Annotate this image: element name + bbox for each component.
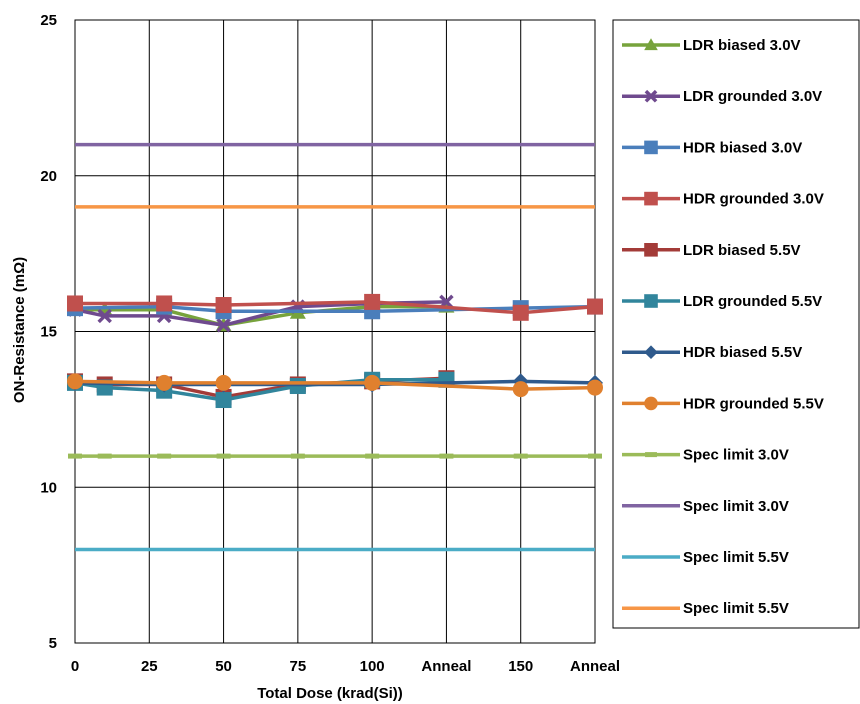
data-point	[97, 308, 112, 324]
legend-label: Spec limit 3.0V	[683, 447, 789, 464]
legend-item: HDR biased 3.0V	[622, 139, 802, 156]
data-point	[644, 38, 658, 51]
data-point-stroke	[644, 89, 658, 103]
x-tick-label: 75	[290, 658, 307, 675]
data-point	[215, 392, 232, 409]
data-point	[216, 318, 231, 333]
y-tick-label: 5	[49, 635, 57, 652]
series-7	[67, 373, 603, 398]
y-tick-labels: 5 10 15 20 25	[40, 12, 57, 652]
data-point	[67, 373, 83, 390]
data-point	[644, 140, 658, 155]
legend-item: LDR grounded 5.5V	[622, 293, 822, 310]
data-point	[67, 295, 83, 312]
series-1	[67, 294, 454, 333]
legend-label: Spec limit 3.0V	[683, 498, 789, 515]
data-point	[644, 294, 658, 308]
legend-box	[612, 19, 860, 629]
data-point	[644, 191, 658, 206]
legend-label: LDR biased 5.5V	[683, 242, 801, 259]
data-point	[156, 374, 173, 391]
data-point	[215, 374, 232, 391]
legend-item: LDR grounded 3.0V	[622, 88, 822, 105]
legend-label: Spec limit 5.5V	[683, 600, 789, 617]
legend-label: Spec limit 5.5V	[683, 549, 789, 566]
data-point	[644, 396, 658, 411]
legend-label: HDR biased 5.5V	[683, 344, 802, 361]
series-line	[74, 379, 596, 391]
legend-label: LDR grounded 5.5V	[683, 293, 822, 310]
data-point	[512, 304, 529, 321]
x-tick-label: Anneal	[421, 658, 471, 675]
data-point	[364, 374, 381, 391]
grid	[74, 19, 596, 644]
plot-area-border	[74, 19, 596, 644]
data-point	[156, 295, 173, 312]
y-tick-label: 15	[40, 324, 57, 341]
legend-item: Spec limit 5.5V	[622, 600, 789, 617]
legend: LDR biased 3.0V LDR grounded 3.0V HDR bias…	[612, 19, 860, 629]
data-point-stroke	[216, 318, 231, 333]
legend-label: HDR biased 3.0V	[683, 139, 802, 156]
y-tick-label: 10	[40, 479, 57, 496]
x-tick-label: 50	[215, 658, 232, 675]
data-point	[644, 243, 658, 257]
legend-item: HDR grounded 5.5V	[622, 395, 824, 412]
legend-label: HDR grounded 3.0V	[683, 191, 824, 208]
legend-item: Spec limit 3.0V	[622, 498, 789, 515]
y-tick-label: 25	[40, 12, 57, 29]
series-layer	[67, 142, 603, 552]
data-point	[644, 89, 658, 103]
legend-item: HDR biased 5.5V	[622, 344, 802, 361]
data-point	[215, 297, 232, 314]
series-3	[67, 293, 603, 321]
legend-label: LDR biased 3.0V	[683, 37, 801, 54]
data-point	[587, 379, 603, 396]
series-line	[74, 304, 596, 314]
legend-item: HDR grounded 3.0V	[622, 191, 824, 208]
data-point-stroke	[97, 308, 112, 324]
y-axis-title: ON-Resistance (mΩ)	[11, 257, 28, 403]
x-tick-label: 0	[71, 658, 79, 675]
legend-label: HDR grounded 5.5V	[683, 395, 824, 412]
x-tick-labels: 0 25 50 75 100 Anneal 150 Anneal	[71, 658, 620, 675]
data-point	[364, 293, 381, 310]
legend-label: LDR grounded 3.0V	[683, 88, 822, 105]
data-point	[644, 345, 658, 359]
data-point	[512, 381, 529, 398]
x-axis-title: Total Dose (krad(Si))	[257, 685, 403, 702]
data-point	[587, 298, 603, 315]
series-line	[75, 300, 596, 315]
legend-item: Spec limit 3.0V	[622, 447, 789, 464]
legend-item: LDR biased 3.0V	[622, 37, 801, 54]
x-tick-label: 100	[360, 658, 385, 675]
legend-item: LDR biased 5.5V	[622, 242, 801, 259]
x-tick-label: 25	[141, 658, 158, 675]
x-tick-label: Anneal	[570, 658, 620, 675]
y-tick-label: 20	[40, 168, 57, 185]
legend-item: Spec limit 5.5V	[622, 549, 789, 566]
x-tick-label: 150	[508, 658, 533, 675]
